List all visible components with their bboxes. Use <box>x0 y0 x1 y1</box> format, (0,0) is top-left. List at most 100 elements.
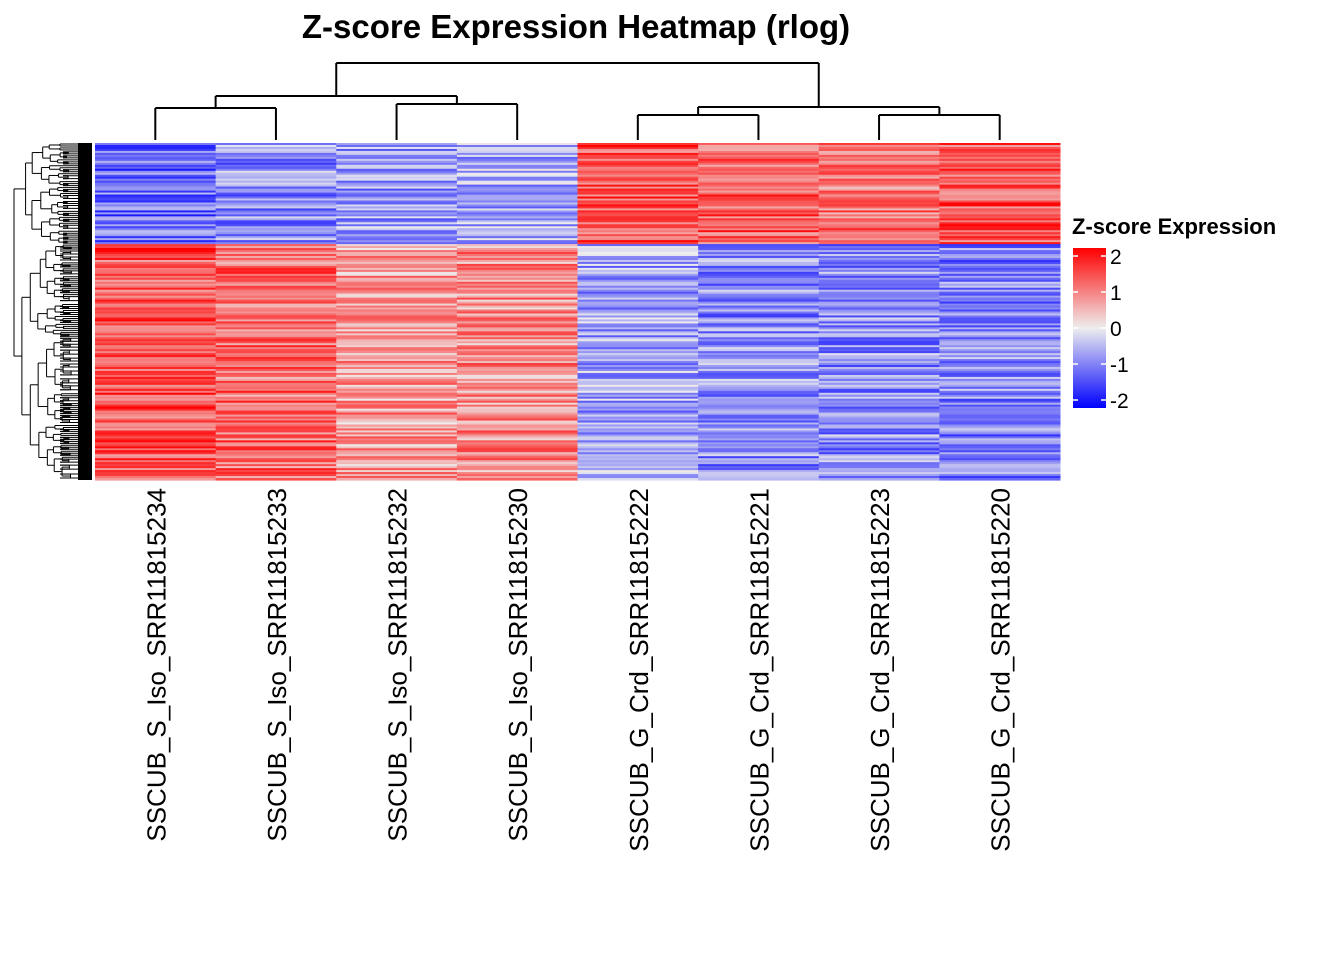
heatmap-cells <box>95 143 1061 481</box>
heatmap-cell <box>577 394 699 398</box>
heatmap-cell <box>456 382 579 386</box>
heatmap-cell <box>577 230 699 233</box>
heatmap-cell <box>95 378 217 382</box>
heatmap-cell <box>939 267 1061 271</box>
heatmap-cell <box>577 196 699 200</box>
heatmap-cell <box>577 317 699 321</box>
heatmap-cell <box>456 444 579 447</box>
heatmap-cell <box>215 452 337 455</box>
heatmap-cell <box>698 176 820 180</box>
heatmap-cell <box>818 416 940 420</box>
heatmap-cell <box>456 464 579 467</box>
heatmap-cell <box>698 234 820 237</box>
heatmap-cell <box>577 390 699 394</box>
heatmap-cell <box>456 327 579 330</box>
heatmap-cell <box>577 218 699 221</box>
heatmap-cell <box>215 309 337 313</box>
heatmap-cell <box>698 200 820 204</box>
heatmap-cell <box>577 232 699 235</box>
heatmap-cell <box>95 214 217 217</box>
heatmap-cell <box>939 311 1061 315</box>
heatmap-cell <box>95 176 217 180</box>
heatmap-cell <box>456 460 579 463</box>
heatmap-cell <box>577 382 699 386</box>
heatmap-cell <box>939 198 1061 202</box>
heatmap-cell <box>577 424 699 428</box>
heatmap-cell <box>95 234 217 237</box>
heatmap-cell <box>818 384 940 388</box>
heatmap-cell <box>95 212 217 215</box>
heatmap-cell <box>215 386 337 390</box>
heatmap-cell <box>95 367 217 370</box>
heatmap-cell <box>95 287 217 291</box>
heatmap-cell <box>95 220 217 223</box>
heatmap-cell <box>95 297 217 301</box>
heatmap-cell <box>95 289 217 293</box>
heatmap-cell <box>336 458 458 461</box>
heatmap-cell <box>215 426 337 430</box>
heatmap-cell <box>818 319 940 323</box>
heatmap-cell <box>698 432 820 435</box>
heatmap-cell <box>577 186 699 190</box>
heatmap-cell <box>336 216 458 219</box>
heatmap-cell <box>577 456 699 459</box>
heatmap-cell <box>456 333 579 336</box>
heatmap-cell <box>939 196 1061 200</box>
heatmap-cell <box>939 192 1061 196</box>
heatmap-cell <box>939 400 1061 404</box>
heatmap-cell <box>698 367 820 370</box>
heatmap-cell <box>215 164 337 168</box>
heatmap-cell <box>577 444 699 447</box>
heatmap-cell <box>818 176 940 180</box>
heatmap-cell <box>215 363 337 366</box>
heatmap-cell <box>577 420 699 424</box>
heatmap-cell <box>698 458 820 461</box>
heatmap-cell <box>95 396 217 400</box>
heatmap-cell <box>577 283 699 287</box>
heatmap-cell <box>818 454 940 457</box>
heatmap-cell <box>939 208 1061 211</box>
heatmap-cell <box>818 214 940 217</box>
heatmap-cell <box>456 230 579 233</box>
heatmap-cell <box>939 148 1061 152</box>
heatmap-cell <box>336 194 458 198</box>
heatmap-cell <box>215 380 337 384</box>
heatmap-cell <box>698 460 820 463</box>
heatmap-cell <box>336 261 458 265</box>
heatmap-cell <box>939 416 1061 420</box>
heatmap-cell <box>95 331 217 334</box>
heatmap-cell <box>818 311 940 315</box>
heatmap-cell <box>95 257 217 261</box>
heatmap-cell <box>95 180 217 184</box>
heatmap-cell <box>336 254 458 257</box>
heatmap-cell <box>336 309 458 313</box>
heatmap-cell <box>336 353 458 356</box>
heatmap-cell <box>939 378 1061 382</box>
heatmap-cell <box>698 478 820 481</box>
heatmap-cell <box>456 442 579 445</box>
heatmap-cell <box>456 150 579 154</box>
heatmap-cell <box>698 345 820 348</box>
heatmap-cell <box>939 370 1061 374</box>
heatmap-cell <box>818 184 940 188</box>
heatmap-cell <box>215 438 337 441</box>
heatmap-cell <box>95 408 217 412</box>
heatmap-cell <box>95 345 217 348</box>
heatmap-cell <box>336 406 458 410</box>
heatmap-cell <box>698 220 820 223</box>
heatmap-cell <box>577 402 699 406</box>
heatmap-cell <box>939 200 1061 204</box>
heatmap-cell <box>456 343 579 346</box>
heatmap-cell <box>577 418 699 422</box>
heatmap-cell <box>215 331 337 334</box>
heatmap-cell <box>95 440 217 443</box>
heatmap-cell <box>577 295 699 299</box>
heatmap-cell <box>698 182 820 186</box>
heatmap-cell <box>215 275 337 279</box>
heatmap-cell <box>698 172 820 176</box>
heatmap-cell <box>215 430 337 434</box>
heatmap-cell <box>698 236 820 239</box>
heatmap-cell <box>336 148 458 152</box>
heatmap-cell <box>698 186 820 190</box>
heatmap-cell <box>577 267 699 271</box>
